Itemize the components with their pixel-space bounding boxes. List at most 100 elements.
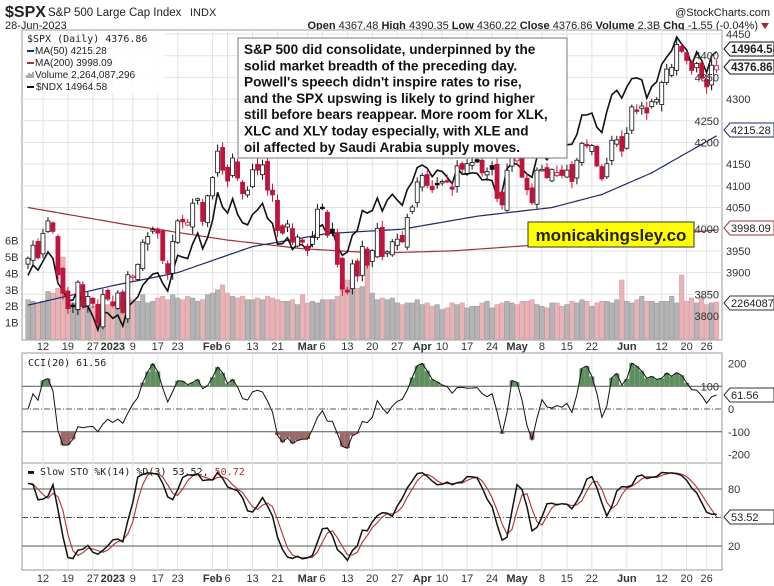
triangle-down-icon [761,23,769,29]
legend-ndx: $NDX 14964.58 [36,82,108,93]
volume-bar [639,296,645,340]
cci-fill-positive [584,366,590,387]
value-label: 4376.86 [731,62,773,74]
brand-link[interactable]: @StockCharts.com [675,7,770,19]
cci-fill-positive [439,384,445,387]
legend-volume: Volume 2,264,087,296 [35,70,136,81]
cci-tick-label: -100 [728,427,750,439]
time-tick-label: 19 [62,573,74,585]
cci-fill-positive [414,365,420,387]
candle-body [290,228,295,243]
sto-tick-label: 20 [728,541,740,553]
value-label: 4215.28 [731,125,771,137]
time-tick-label: 13 [246,341,258,353]
time-tick-label: 8 [539,341,545,353]
candle-body [419,175,425,188]
volume-tick-label: 6B [5,236,18,248]
candle-body [464,163,470,174]
volume-bar [444,307,450,340]
cci-fill-positive [634,366,640,387]
candle-body [619,136,625,152]
candle-body [95,304,101,324]
volume-bar [414,299,420,340]
volume-bar [514,304,520,340]
time-tick-label: 20 [681,341,693,353]
time-tick-label: 22 [586,341,598,353]
time-tick-label: 17 [461,341,473,353]
time-tick-label: Apr [413,341,433,353]
cci-fill-positive [220,372,226,387]
time-tick-label: 13 [341,573,353,585]
cci-fill-positive [424,370,430,387]
volume-bar [250,299,256,340]
volume-bar [324,299,330,340]
volume-bar [364,263,370,340]
candle-body [90,297,96,304]
time-tick-label: 23 [172,341,184,353]
candle-body [579,142,585,163]
candle-body [674,44,680,71]
volume-bar [334,296,340,340]
cci-fill-positive [684,382,690,387]
time-tick-label: 17 [152,341,164,353]
candle-body [235,161,240,179]
candle-body [484,171,490,176]
volume-bar [629,302,635,340]
candle-body [270,189,275,196]
volume-bar [614,299,620,340]
cci-fill-positive [225,383,231,387]
candle-body [200,202,206,222]
candle-body [115,292,121,309]
candle-body [130,275,136,278]
legend-ma50: MA(50) 4215.28 [35,46,107,57]
volume-bar [539,305,545,340]
cci-fill-negative [529,431,535,440]
symbol-name: S&P 500 Large Cap Index [48,7,182,19]
price-tick-label: 4250 [695,116,719,128]
candle-body [459,163,465,170]
cci-tick-label: 0 [728,404,734,416]
volume-icon [26,72,34,78]
candle-body [629,106,635,131]
candle-body [544,167,550,178]
volume-bar [489,307,495,340]
candle-body [260,164,265,176]
candle-body [654,99,660,103]
right-value-labels: 14964.58 4376.86 4215.28 3998.09 2264087 61.5… [723,41,774,525]
volume-bar [230,296,236,340]
time-tick-label: 23 [172,573,184,585]
value-label-box [723,295,774,311]
cci-fill-positive [614,373,620,387]
cci-fill-positive [210,377,216,387]
annotation-line: still before bears reappear. More room f… [244,107,548,122]
price-tick-label: 4200 [695,137,719,149]
candle-body [454,165,460,187]
candle-body [424,174,430,186]
candle-body [339,257,345,290]
volume-bar [359,286,365,340]
candle-body [584,143,590,147]
cci-fill-positive [230,379,236,387]
cci-fill-positive [195,379,201,387]
price-tick-label: 4150 [726,159,750,171]
candle-body [225,166,231,182]
candle-body [195,198,201,201]
volume-bar [140,294,146,340]
volume-bar [609,302,615,340]
volume-bar [714,301,720,340]
cci-fill-positive [589,376,595,387]
volume-bar [519,301,525,340]
candle-body [295,236,300,247]
volume-bar [644,301,650,340]
candle-body [245,189,250,196]
legend-ma200: MA(200) 3998.09 [35,58,113,69]
candle-body [165,263,171,274]
volume-tick-label: 1B [5,318,18,330]
cci-fill-negative [70,431,76,440]
volume-bar [624,301,630,340]
volume-bar [105,304,111,340]
candle-body [80,284,86,307]
candle-body [494,163,500,199]
value-label-box [723,59,774,75]
time-tick-label: 17 [152,573,164,585]
